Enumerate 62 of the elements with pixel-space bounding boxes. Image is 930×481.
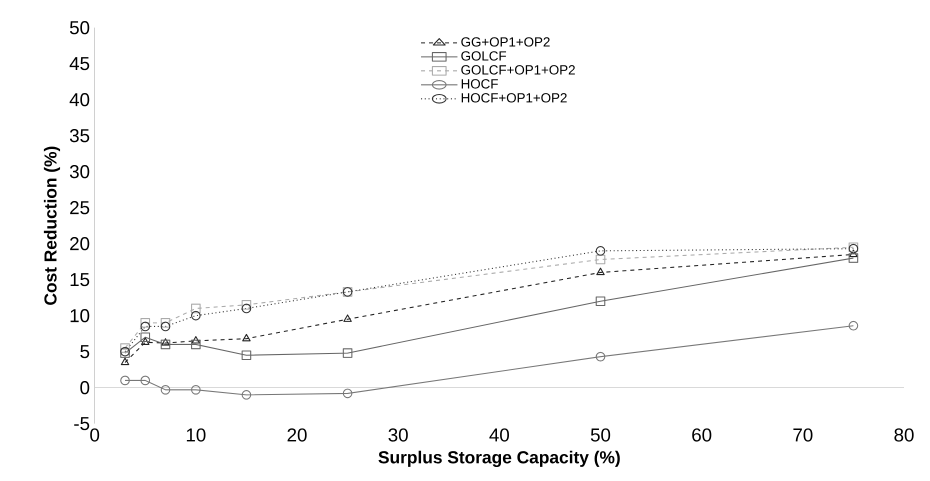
point [140,322,150,332]
x-tick-label: 50 [590,428,610,442]
point [242,304,252,314]
point [120,343,130,353]
point [191,340,201,350]
y-tick-label: 10 [70,309,90,322]
point [161,338,170,346]
y-tick-label: 25 [70,201,90,214]
x-tick-label: 80 [894,428,914,442]
y-tick-label: 45 [70,57,90,70]
point [140,318,150,328]
y-tick-label: -5 [74,417,90,430]
y-tick-label: 5 [80,345,90,358]
point [140,376,150,386]
y-tick-label: 0 [80,381,90,394]
point [596,296,606,306]
x-tick-label: 30 [388,428,408,442]
x-tick-label: 60 [692,428,712,442]
point [342,388,352,398]
point [160,318,170,328]
x-tick-label: 40 [489,428,509,442]
point [120,358,130,366]
legend-label: GOLCF+OP1+OP2 [461,65,575,75]
x-tick-label: 10 [186,428,206,442]
point [191,304,201,314]
y-tick-label: 50 [70,21,90,34]
x-tick-label: 20 [288,428,307,442]
point [343,314,352,322]
y-tick-label: 40 [70,93,90,106]
y-tick-label: 15 [70,273,90,286]
legend-label: GG+OP1+OP2 [461,37,550,47]
point [242,390,252,400]
x-tick-label: 0 [90,428,100,442]
point [596,352,606,362]
point [596,254,606,264]
point [596,246,606,256]
y-tick-label: 30 [70,165,90,178]
point [242,350,252,360]
point [192,336,200,344]
legend-label: HOCF [462,79,498,89]
point [849,250,858,258]
point [596,268,605,276]
point [242,300,252,310]
legend-label: HOCF+OP1+OP2 [462,93,567,103]
point [160,385,170,395]
y-tick-label: 20 [70,237,90,250]
point [242,334,251,342]
point [140,332,150,342]
point [848,253,858,263]
y-tick-label: 35 [70,129,90,142]
point [191,385,201,395]
point [160,340,170,350]
point [191,310,201,320]
x-axis-title: Surplus Storage Capacity (%) [378,450,620,467]
point [120,376,130,386]
y-axis-title: Cost Reduction (%) [44,146,60,305]
x-tick-label: 70 [793,428,812,442]
point [141,337,150,345]
point [160,322,170,332]
point [848,320,858,331]
legend-label: GOLCF [461,51,506,61]
point [342,348,352,358]
